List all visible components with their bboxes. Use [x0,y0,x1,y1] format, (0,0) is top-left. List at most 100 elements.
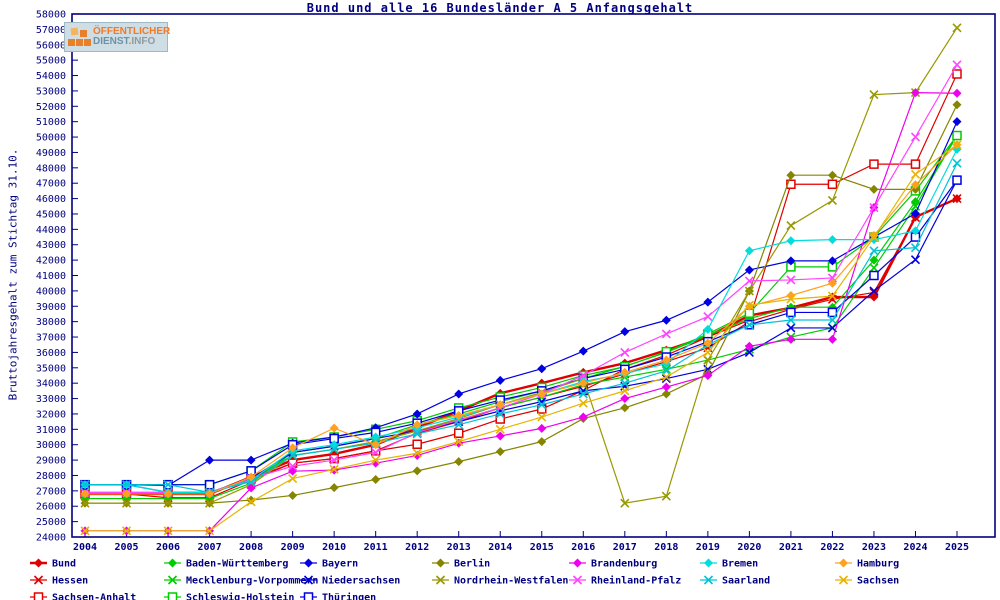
legend-item-Sachsen: Sachsen [835,575,899,587]
legend-label: Mecklenburg-Vorpommern [186,576,318,587]
marker-diamond [246,455,256,465]
marker-square [329,453,339,464]
y-tick-label: 37000 [36,333,66,344]
y-tick-label: 39000 [36,302,66,313]
marker-x [371,447,381,457]
marker-diamond [827,256,837,266]
marker-diamond [122,489,132,499]
marker-x [744,320,754,330]
series-Rheinland-Pfalz [80,60,962,497]
marker-diamond [205,489,215,499]
series-line [85,179,958,486]
series-line [85,104,958,504]
legend-label: Saarland [722,576,770,587]
y-tick-label: 47000 [36,179,66,190]
marker-diamond [786,170,796,180]
y-tick-label: 56000 [36,40,66,51]
marker-x [121,526,132,536]
marker-diamond [620,367,630,377]
marker-x [33,575,44,585]
marker-diamond [578,378,588,388]
marker-x [838,575,849,585]
marker-x [495,424,505,434]
marker-square [537,404,547,414]
marker-square [910,159,921,169]
marker-diamond [910,209,920,219]
marker-diamond [952,117,962,127]
x-tick-label: 2006 [156,542,180,553]
chart-title: Bund und alle 16 Bundesländer A 5 Anfang… [306,1,694,15]
marker-x [786,323,796,333]
y-tick-label: 36000 [36,348,66,359]
x-tick-label: 2017 [613,542,637,553]
marker-x [869,232,879,242]
marker-diamond [412,420,422,430]
marker-diamond [910,88,920,98]
marker-x [303,575,314,585]
marker-diamond [246,495,256,505]
legend-item-Sachsen-Anhalt: Sachsen-Anhalt [30,592,136,600]
y-tick-label: 40000 [36,286,66,297]
series-line [85,135,958,493]
series-line [85,198,958,499]
marker-x [495,409,505,419]
marker-diamond [495,400,505,410]
legend-item-Baden-Württemberg: Baden-Württemberg [164,558,288,570]
marker-diamond [537,437,547,447]
legend-item-Mecklenburg-Vorpommern: Mecklenburg-Vorpommern [164,575,318,587]
series-line [85,27,958,504]
series-line [85,73,958,495]
x-tick-label: 2021 [779,542,803,553]
series-Bayern [80,117,962,490]
marker-diamond [827,334,837,344]
marker-diamond [704,558,713,568]
marker-square [33,592,44,600]
series-line [85,91,958,532]
marker-diamond [537,389,547,399]
marker-x [952,140,962,150]
marker-x [537,412,547,422]
oeffentlicher-dienst-logo[interactable]: ÖFFENTLICHER DIENST.INFO [64,22,170,52]
marker-diamond [537,423,547,433]
marker-x [80,526,90,536]
legend-label: Niedersachsen [322,575,400,587]
marker-x [703,575,714,585]
x-tick-label: 2018 [654,542,678,553]
y-tick-label: 51000 [36,117,66,128]
marker-diamond [495,447,505,457]
y-tick-label: 30000 [36,440,66,451]
marker-diamond [304,558,313,568]
marker-x [163,480,173,490]
marker-diamond [288,443,298,453]
marker-x [661,372,671,382]
marker-x [869,90,879,100]
legend-item-Rheinland-Pfalz: Rheinland-Pfalz [569,575,681,587]
marker-square [952,130,962,141]
marker-x [620,347,630,357]
marker-x [163,526,173,536]
marker-diamond [703,297,713,307]
legend-item-Schleswig-Holstein: Schleswig-Holstein [164,592,294,600]
series-line [85,149,958,493]
series-Sachsen [80,140,962,536]
series-line [85,162,958,494]
x-tick-label: 2013 [447,542,471,553]
marker-x [80,498,90,508]
legend-label: Sachsen [857,576,899,587]
marker-x [869,263,879,273]
marker-x [578,398,588,408]
marker-x [329,444,339,454]
marker-diamond [703,324,713,334]
y-tick-label: 32000 [36,409,66,420]
marker-diamond [744,265,754,275]
y-tick-label: 45000 [36,209,66,220]
marker-diamond [205,455,215,465]
marker-x [454,420,464,430]
series-Brandenburg [80,88,962,536]
marker-x [910,169,921,179]
y-tick-label: 35000 [36,363,66,374]
marker-diamond [329,423,339,433]
marker-diamond [703,338,713,348]
marker-square [167,592,178,600]
marker-diamond [661,315,671,325]
